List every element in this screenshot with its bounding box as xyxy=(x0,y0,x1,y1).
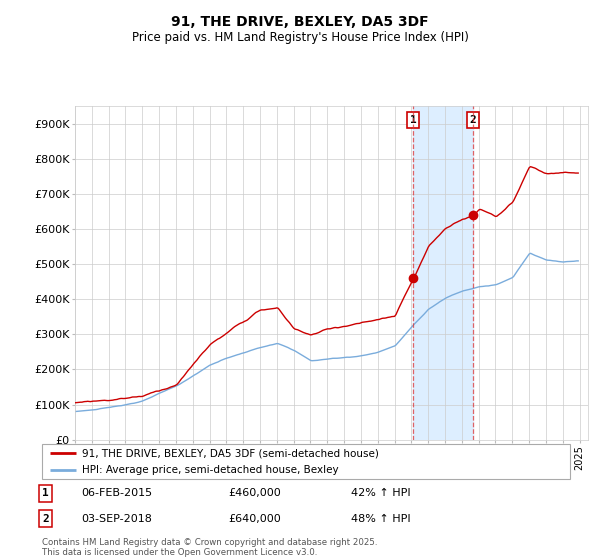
Text: 06-FEB-2015: 06-FEB-2015 xyxy=(81,488,152,498)
Text: 1: 1 xyxy=(410,115,416,125)
Text: Price paid vs. HM Land Registry's House Price Index (HPI): Price paid vs. HM Land Registry's House … xyxy=(131,31,469,44)
Text: £460,000: £460,000 xyxy=(228,488,281,498)
Text: 2: 2 xyxy=(42,514,49,524)
Text: 42% ↑ HPI: 42% ↑ HPI xyxy=(351,488,410,498)
Text: HPI: Average price, semi-detached house, Bexley: HPI: Average price, semi-detached house,… xyxy=(82,465,338,475)
Text: 48% ↑ HPI: 48% ↑ HPI xyxy=(351,514,410,524)
Text: 2: 2 xyxy=(470,115,476,125)
Text: 03-SEP-2018: 03-SEP-2018 xyxy=(81,514,152,524)
Text: £640,000: £640,000 xyxy=(228,514,281,524)
Text: 1: 1 xyxy=(42,488,49,498)
Text: 91, THE DRIVE, BEXLEY, DA5 3DF: 91, THE DRIVE, BEXLEY, DA5 3DF xyxy=(171,15,429,29)
Bar xyxy=(413,106,473,440)
FancyBboxPatch shape xyxy=(42,444,570,479)
Text: 91, THE DRIVE, BEXLEY, DA5 3DF (semi-detached house): 91, THE DRIVE, BEXLEY, DA5 3DF (semi-det… xyxy=(82,449,379,459)
Text: Contains HM Land Registry data © Crown copyright and database right 2025.
This d: Contains HM Land Registry data © Crown c… xyxy=(42,538,377,557)
